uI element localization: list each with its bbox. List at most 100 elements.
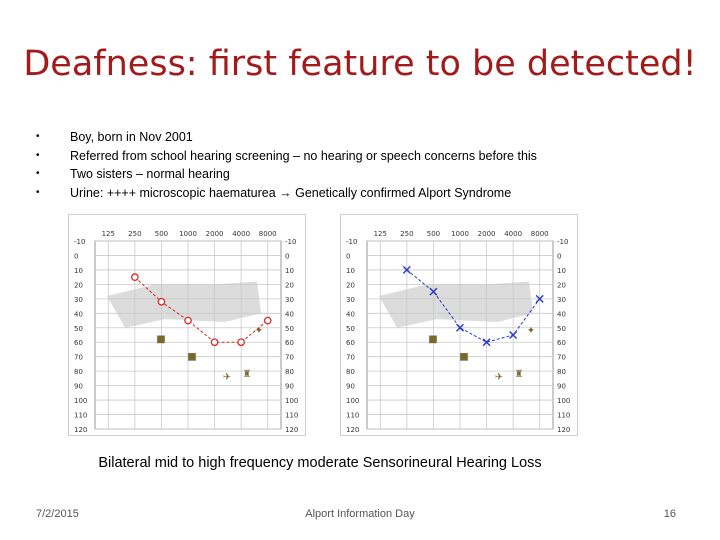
y-tick-label: -10	[74, 238, 85, 246]
y-tick-label: 80	[285, 368, 294, 376]
data-point-circle	[131, 273, 139, 282]
car-icon: ■	[459, 352, 468, 363]
audiogram-chart: -10 -10 0 0 10 10 20 20 30 30 40 40 50 50 60 60 70 70 80 80…	[346, 230, 570, 434]
bullet-dot-icon: •	[36, 149, 40, 161]
x-tick-label: 125	[374, 230, 387, 238]
y-tick-label: 60	[557, 339, 566, 347]
dog-icon: ■	[428, 334, 437, 345]
data-point-circle	[237, 338, 245, 347]
bullet-text: Boy, born in Nov 2001	[70, 130, 193, 144]
y-tick-label: 20	[346, 281, 355, 289]
x-tick-label: 4000	[232, 230, 250, 238]
y-tick-label: 20	[285, 281, 294, 289]
x-tick-label: 500	[427, 230, 440, 238]
data-point-cross	[402, 265, 411, 274]
y-tick-label: 80	[346, 368, 355, 376]
y-tick-label: 10	[74, 267, 83, 275]
y-tick-label: 30	[557, 296, 566, 304]
y-tick-label: 40	[557, 310, 566, 318]
audiogram-chart: -10 -10 0 0 10 10 20 20 30 30 40 40 50 50 60 60 70 70 80 80…	[74, 230, 298, 434]
bullet-dot-icon: •	[36, 131, 40, 142]
bullet-item: • Boy, born in Nov 2001	[36, 128, 696, 147]
audiogram-right-ear: -10 -10 0 0 10 10 20 20 30 30 40 40 50 50 60 60 70 70 80 80…	[68, 214, 306, 436]
data-point-circle	[157, 297, 166, 306]
footer-date: 7/2/2015	[36, 508, 79, 520]
y-tick-label: 0	[346, 252, 350, 260]
y-tick-label: 40	[285, 310, 294, 318]
data-point-cross	[482, 338, 491, 347]
y-tick-label: 20	[557, 281, 566, 289]
y-tick-label: 60	[346, 339, 355, 347]
y-tick-label: 60	[285, 339, 294, 347]
y-tick-label: 100	[285, 397, 298, 405]
speech-banana-area	[379, 281, 533, 328]
data-point-circle	[210, 338, 219, 347]
y-tick-label: 60	[74, 339, 83, 347]
bullet-item: • Referred from school hearing screening …	[36, 147, 696, 166]
y-tick-label: 110	[346, 412, 359, 420]
y-tick-label: 10	[285, 267, 294, 275]
y-tick-label: 120	[74, 426, 87, 434]
y-tick-label: 100	[557, 397, 570, 405]
slide-title: Deafness: first feature to be detected!	[23, 44, 697, 84]
x-tick-label: 1000	[451, 230, 469, 238]
y-tick-label: 50	[557, 325, 566, 333]
bullet-text: Referred from school hearing screening –…	[70, 148, 537, 163]
bullet-text: Two sisters – normal hearing	[70, 167, 230, 181]
y-tick-label: 10	[557, 267, 566, 275]
bullet-item: • Two sisters – normal hearing	[36, 165, 696, 184]
lawnmower-icon: ♜	[243, 369, 252, 380]
bullet-dot-icon: •	[36, 168, 40, 179]
y-tick-label: 10	[346, 267, 355, 275]
slide-caption: Bilateral mid to high frequency moderate…	[98, 455, 542, 471]
x-tick-label: 500	[155, 230, 168, 238]
footer-title: Alport Information Day	[305, 508, 415, 520]
x-tick-label: 2000	[206, 230, 224, 238]
y-tick-label: 50	[74, 325, 83, 333]
y-tick-label: -10	[557, 238, 568, 246]
y-tick-label: -10	[285, 238, 296, 246]
y-tick-label: 0	[74, 252, 78, 260]
y-tick-label: 0	[285, 252, 289, 260]
y-tick-label: 110	[74, 412, 87, 420]
y-tick-label: 70	[346, 354, 355, 362]
data-point-cross	[456, 323, 464, 332]
y-tick-label: 70	[74, 354, 83, 362]
y-tick-label: 40	[74, 310, 83, 318]
x-tick-label: 1000	[179, 230, 197, 238]
airplane-icon: ✈	[223, 372, 231, 383]
data-point-circle	[263, 316, 272, 325]
y-tick-label: 100	[74, 397, 87, 405]
y-tick-label: 110	[285, 412, 298, 420]
x-tick-label: 250	[128, 230, 141, 238]
data-point-circle	[184, 316, 192, 325]
data-point-cross	[535, 294, 544, 303]
x-tick-label: 2000	[478, 230, 496, 238]
x-tick-label: 8000	[531, 230, 549, 238]
y-tick-label: 80	[557, 368, 566, 376]
y-tick-label: 100	[346, 397, 359, 405]
y-tick-label: 0	[557, 252, 561, 260]
bullet-item: • Urine: ++++ microscopic haematurea → Ge…	[36, 184, 696, 203]
y-tick-label: 50	[346, 325, 355, 333]
x-tick-label: 125	[102, 230, 115, 238]
bird-icon: ✦	[527, 326, 535, 337]
airplane-icon: ✈	[495, 372, 503, 383]
y-tick-label: 120	[346, 426, 359, 434]
y-tick-label: 30	[74, 296, 83, 304]
y-tick-label: 30	[346, 296, 355, 304]
y-tick-label: 30	[285, 296, 294, 304]
x-tick-label: 8000	[259, 230, 277, 238]
y-tick-label: 90	[285, 383, 294, 391]
bullet-text: Urine: ++++ microscopic haematurea → Gen…	[70, 185, 512, 200]
y-tick-label: 40	[346, 310, 355, 318]
y-tick-label: 90	[74, 383, 83, 391]
y-tick-label: 20	[74, 281, 83, 289]
dog-icon: ■	[156, 334, 165, 345]
bullet-dot-icon: •	[36, 186, 40, 198]
speech-banana-area	[107, 281, 261, 328]
x-tick-label: 4000	[504, 230, 522, 238]
y-tick-label: 70	[285, 354, 294, 362]
y-tick-label: -10	[346, 238, 357, 246]
y-tick-label: 80	[74, 368, 83, 376]
